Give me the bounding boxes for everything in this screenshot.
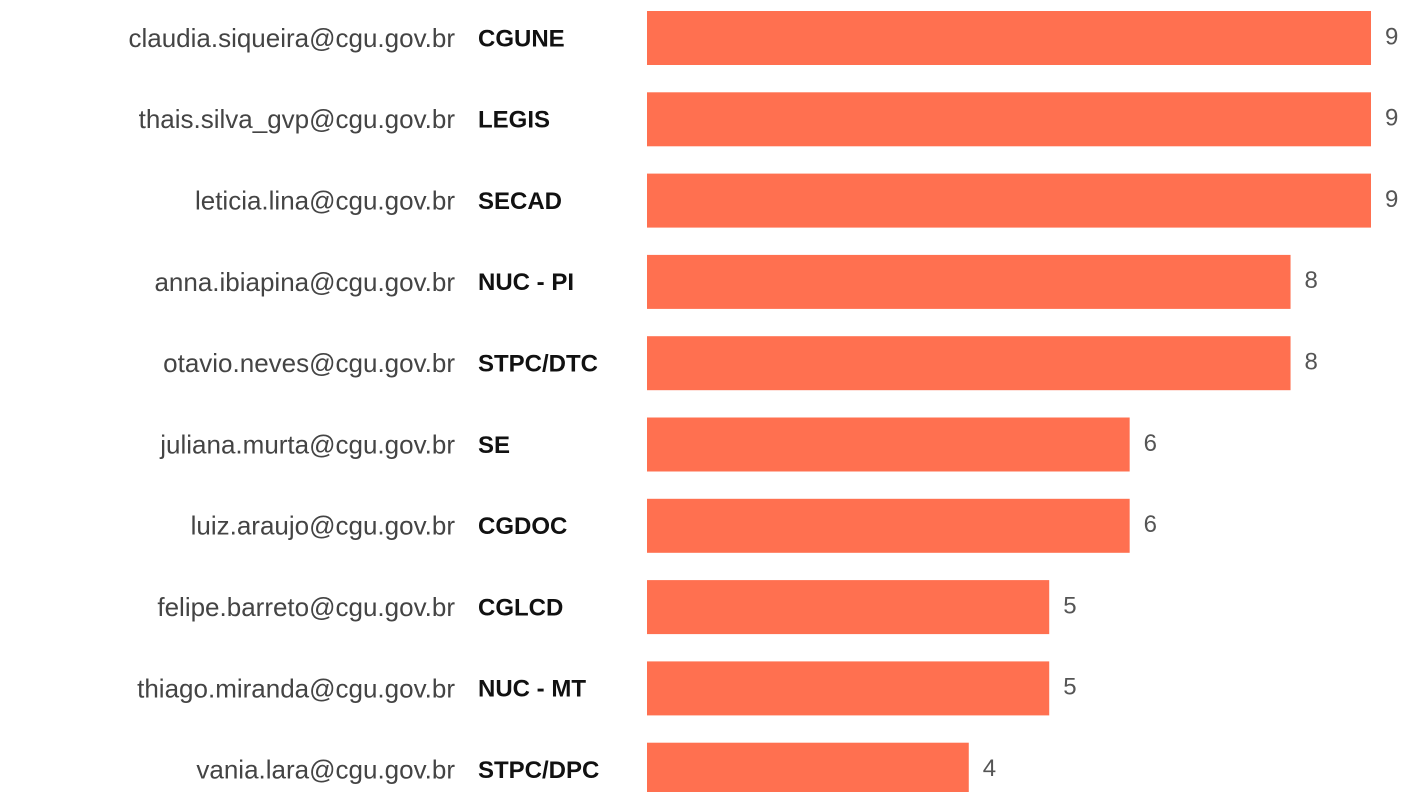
- group-label: SE: [478, 432, 510, 459]
- group-label: STPC/DPC: [478, 757, 599, 784]
- value-label: 5: [1063, 674, 1076, 701]
- value-label: 8: [1305, 267, 1318, 294]
- group-label: LEGIS: [478, 107, 550, 134]
- value-label: 6: [1144, 430, 1157, 457]
- category-label: felipe.barreto@cgu.gov.br: [157, 592, 455, 622]
- group-label: CGDOC: [478, 513, 567, 540]
- value-label: 8: [1305, 349, 1318, 376]
- category-label: juliana.murta@cgu.gov.br: [159, 429, 455, 459]
- category-label: otavio.neves@cgu.gov.br: [163, 348, 455, 378]
- group-label: NUC - PI: [478, 269, 574, 296]
- category-label: claudia.siqueira@cgu.gov.br: [128, 23, 455, 53]
- value-label: 9: [1385, 105, 1398, 132]
- bar: [647, 498, 1130, 553]
- value-label: 9: [1385, 23, 1398, 50]
- category-label: thiago.miranda@cgu.gov.br: [137, 673, 455, 703]
- category-label: thais.silva_gvp@cgu.gov.br: [139, 104, 456, 134]
- bar: [647, 742, 969, 792]
- value-label: 9: [1385, 186, 1398, 213]
- group-label: SECAD: [478, 188, 562, 215]
- bar: [647, 580, 1050, 635]
- bar: [647, 417, 1130, 472]
- value-label: 6: [1144, 511, 1157, 538]
- bar: [647, 11, 1371, 65]
- bar: [647, 336, 1291, 391]
- value-label: 4: [983, 755, 996, 782]
- category-label: leticia.lina@cgu.gov.br: [195, 185, 455, 215]
- group-label: STPC/DTC: [478, 351, 598, 378]
- group-label: CGLCD: [478, 594, 563, 621]
- group-label: CGUNE: [478, 25, 565, 52]
- category-label: vania.lara@cgu.gov.br: [196, 755, 455, 785]
- category-label: anna.ibiapina@cgu.gov.br: [154, 267, 455, 297]
- bar: [647, 661, 1050, 716]
- value-label: 5: [1063, 592, 1076, 619]
- group-label: NUC - MT: [478, 676, 586, 703]
- bar: [647, 254, 1291, 309]
- category-label: luiz.araujo@cgu.gov.br: [191, 511, 456, 541]
- bar: [647, 173, 1371, 228]
- bar: [647, 92, 1371, 147]
